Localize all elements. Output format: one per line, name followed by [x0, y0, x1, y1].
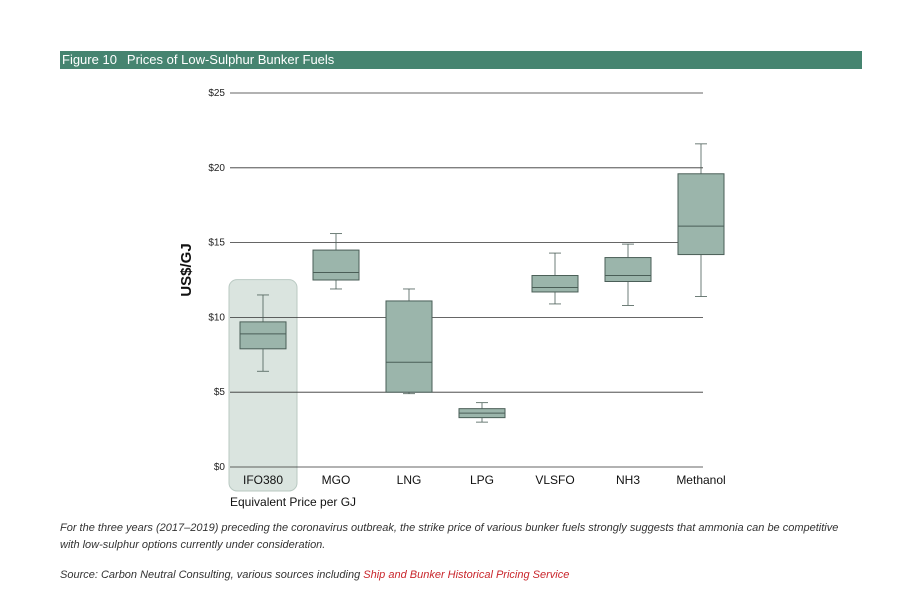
box-mgo [312, 249, 360, 281]
y-tick-label: $15 [208, 238, 225, 249]
box-plot-chart: $0 $5 $10 $15 $20 $25 US$/GJ IFO380 MGO LNG LPG VLS… [178, 88, 726, 509]
figure-label: Figure 10 [62, 52, 117, 67]
y-tick-label: $0 [214, 462, 226, 473]
y-tick-label: $20 [208, 163, 225, 174]
figure-caption: For the three years (2017–2019) precedin… [60, 522, 839, 551]
figure-title-text: Prices of Low-Sulphur Bunker Fuels [126, 52, 335, 67]
y-tick-label: $5 [214, 387, 226, 398]
x-tick-label: IFO380 [243, 473, 283, 487]
figure-title: Figure 10 Prices of Low-Sulphur Bunker Fu… [62, 51, 334, 69]
x-tick-label: LPG [470, 473, 494, 487]
x-axis-label: Equivalent Price per GJ [230, 495, 356, 509]
y-tick-label: $10 [208, 312, 225, 323]
figure-header-bar [60, 51, 862, 69]
box-lng [385, 300, 433, 393]
x-tick-label: VLSFO [535, 473, 574, 487]
x-tick-label: MGO [322, 473, 351, 487]
x-tick-label: NH3 [616, 473, 640, 487]
box-methanol [677, 173, 725, 256]
source-prefix: Source: Carbon Neutral Consulting, vario… [60, 569, 364, 581]
figure-source: Source: Carbon Neutral Consulting, vario… [60, 567, 860, 583]
y-axis-label: US$/GJ [178, 243, 195, 296]
x-tick-label: Methanol [676, 473, 725, 487]
box-nh3 [604, 257, 652, 282]
x-tick-label: LNG [397, 473, 422, 487]
box-ifo380 [239, 321, 287, 350]
y-tick-label: $25 [208, 88, 225, 99]
source-link[interactable]: Ship and Bunker Historical Pricing Servi… [363, 569, 570, 581]
box-vlsfo [531, 275, 579, 293]
